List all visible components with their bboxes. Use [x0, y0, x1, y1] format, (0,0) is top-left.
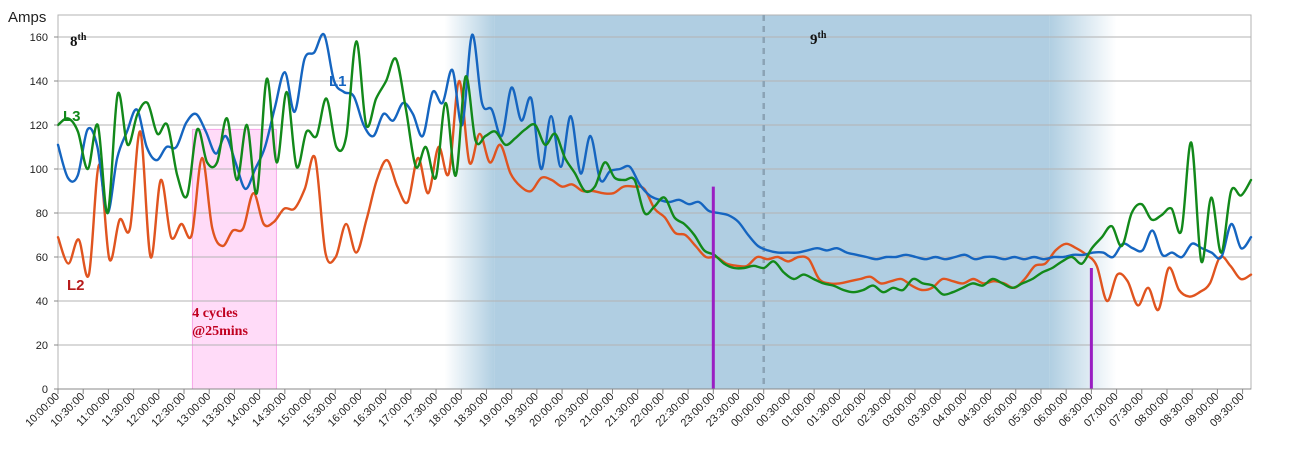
day1-number: 8 [70, 34, 78, 50]
day-label-9th: 9th [810, 30, 827, 48]
grid [57, 14, 1252, 390]
day-label-8th: 8th [70, 32, 87, 50]
series-lines [56, 32, 1253, 312]
y-tick-label: 120 [30, 120, 48, 132]
day2-suffix: th [818, 30, 827, 41]
series-label-l1: L1 [329, 73, 347, 90]
series-label-l3: L3 [63, 108, 81, 125]
y-tick-label: 0 [42, 384, 48, 396]
y-tick-label: 100 [30, 164, 48, 176]
shaded-region-fade-in [444, 15, 495, 389]
y-tick-label: 160 [30, 32, 48, 44]
cycles-annotation-line2: @25mins [192, 324, 248, 339]
markers [711, 186, 1093, 389]
cycles-annotation-line1: 4 cycles [192, 306, 238, 321]
y-axis-title: Amps [8, 9, 46, 26]
day1-suffix: th [78, 32, 87, 43]
y-tick-label: 40 [36, 296, 48, 308]
day2-number: 9 [810, 32, 818, 48]
series-label-l2: L2 [67, 277, 85, 294]
shaded-region-solid [494, 15, 1050, 389]
y-tick-label: 80 [36, 208, 48, 220]
series-line-l3 [56, 40, 1253, 296]
y-tick-label: 20 [36, 340, 48, 352]
y-tick-label: 140 [30, 76, 48, 88]
series-line-l1 [56, 32, 1253, 261]
y-tick-label: 60 [36, 252, 48, 264]
shaded-region-fade-out [1049, 15, 1117, 389]
